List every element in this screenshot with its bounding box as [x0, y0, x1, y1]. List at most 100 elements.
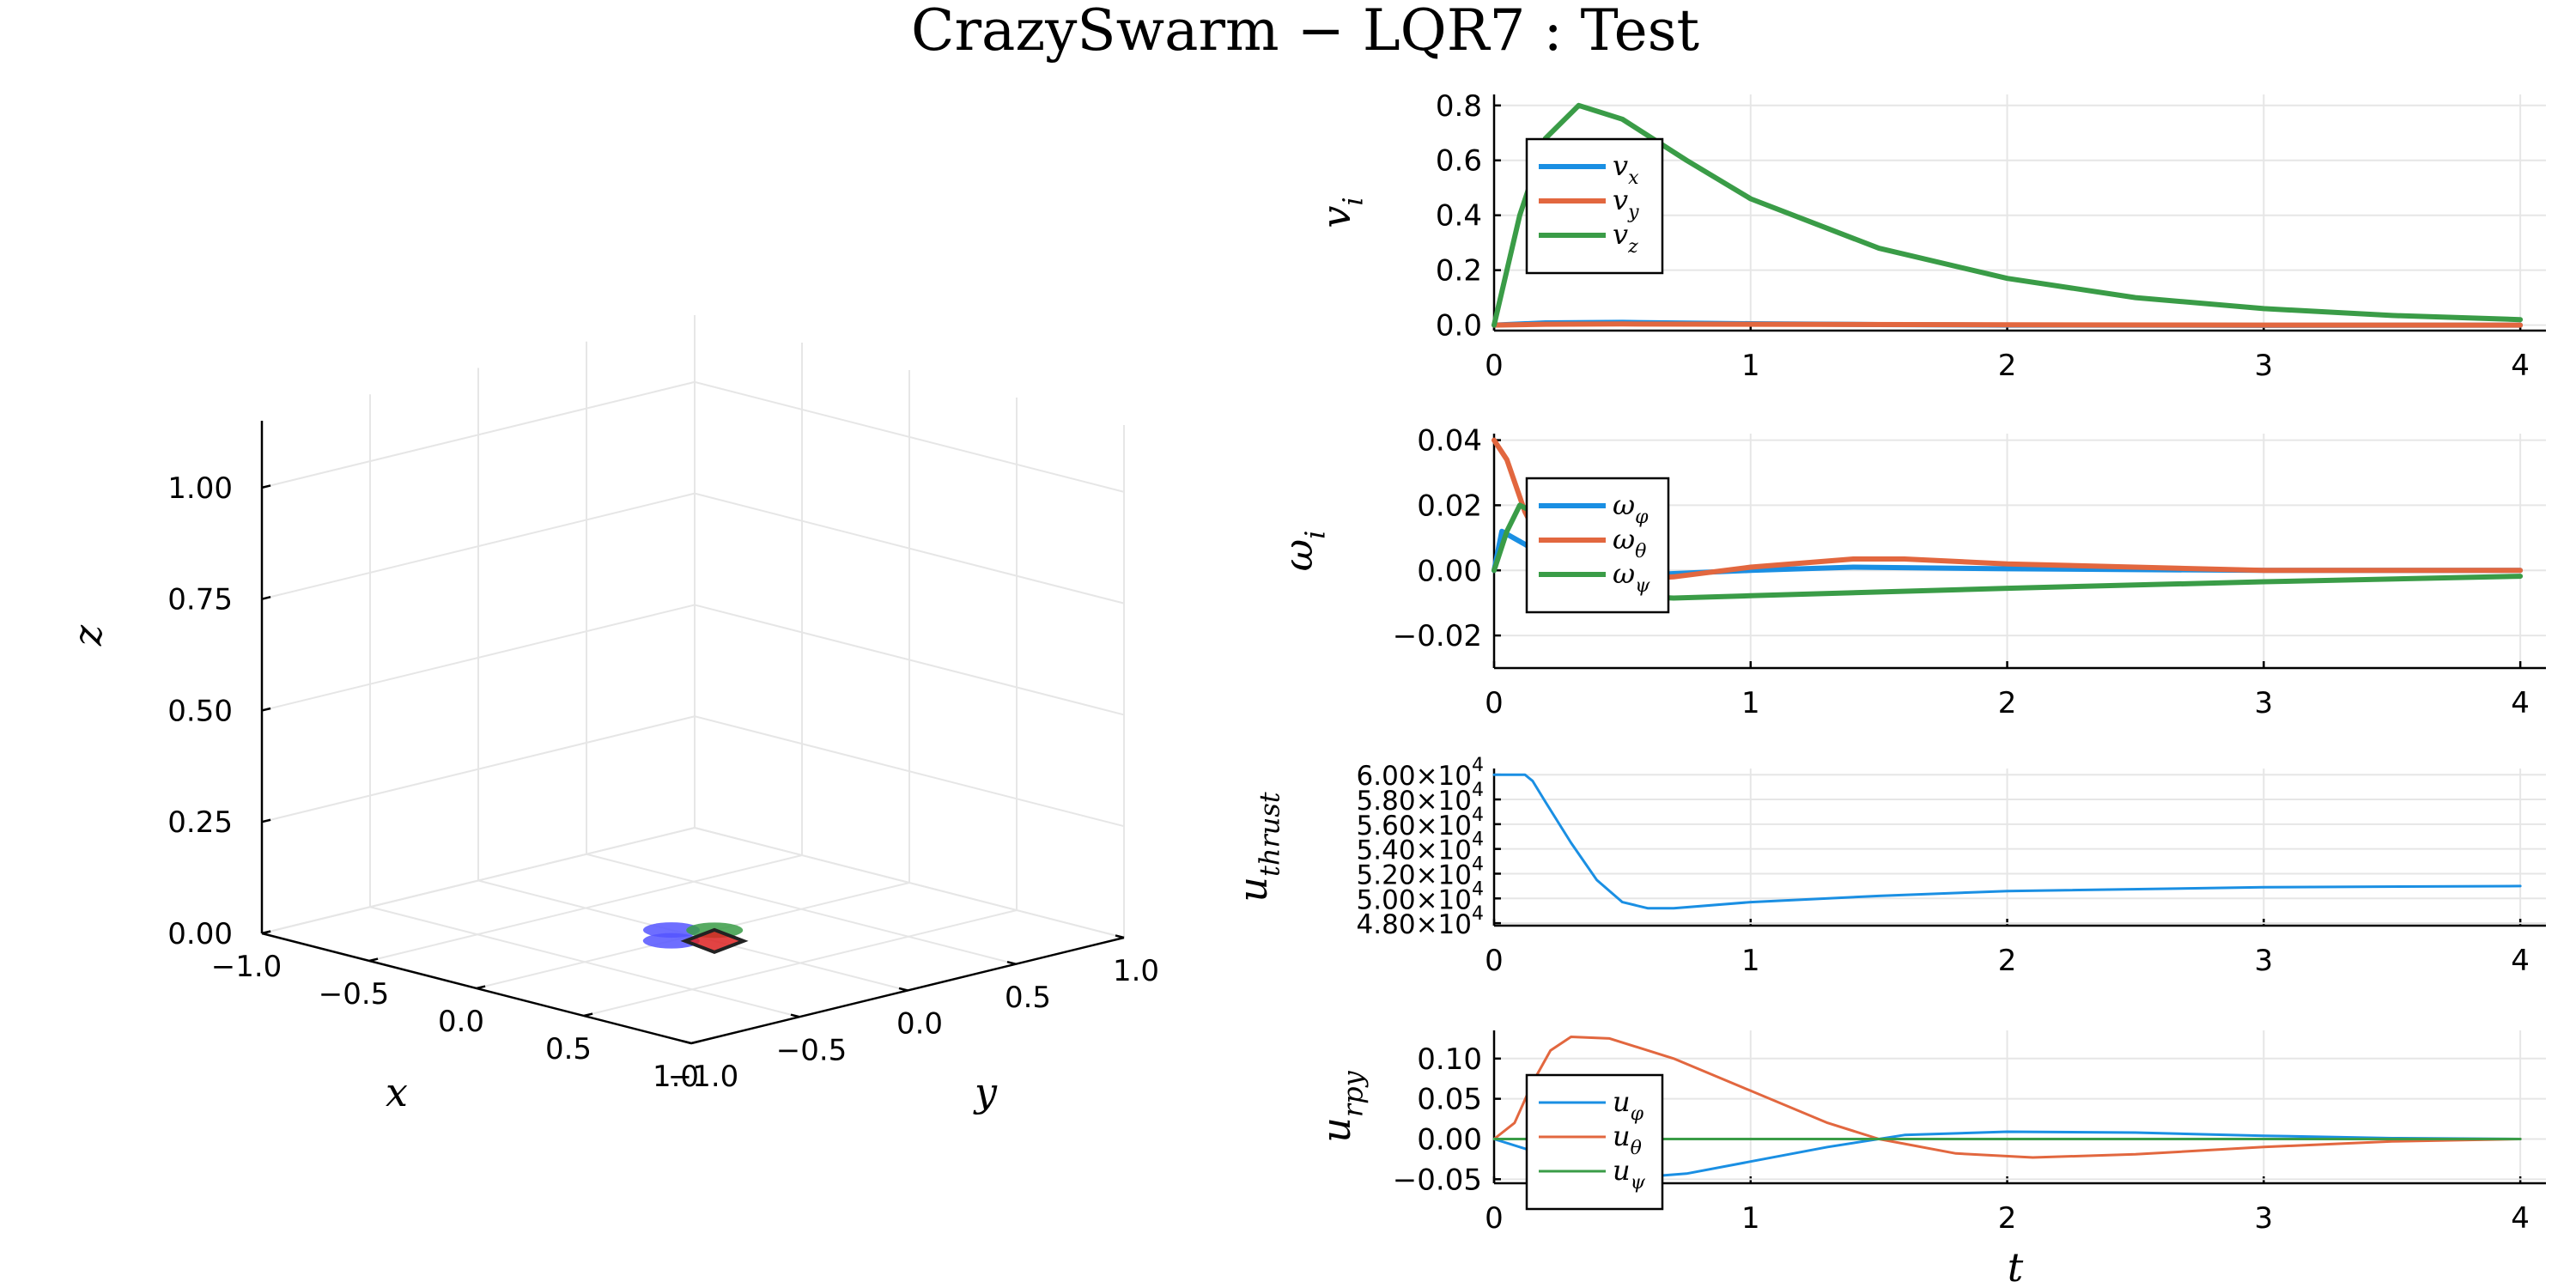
x-tick-label: 4 — [2511, 944, 2530, 978]
floor-gridline — [477, 879, 908, 992]
x-tick-label: 3 — [2255, 944, 2274, 978]
y-tick-label: 0.02 — [1417, 489, 1482, 523]
x-tick — [690, 1040, 701, 1045]
x-axis-label: t — [2008, 1244, 2024, 1288]
legend-box — [1525, 1073, 1664, 1211]
x-tick-label: 1 — [1741, 1201, 1760, 1236]
x-axis-label: x — [386, 1069, 408, 1115]
x-tick — [583, 1012, 593, 1018]
y-tick-label: 5.00×104 — [1357, 878, 1484, 915]
x-tick-label: 0 — [1485, 1201, 1504, 1236]
wall-gridline — [261, 827, 696, 934]
y-tick-label: 0.5 — [1005, 981, 1051, 1015]
y-tick-label: 0.6 — [1436, 144, 1482, 179]
legend-box — [1525, 137, 1664, 275]
figure-title: CrazySwarm − LQR7 : Test — [911, 0, 1699, 64]
rotor-disc — [642, 933, 700, 949]
x-tick-label: 3 — [2255, 349, 2274, 383]
x-tick-label: 3 — [2255, 686, 2274, 720]
y-tick — [1115, 934, 1125, 939]
z-tick — [261, 707, 271, 712]
y-tick-label: −0.02 — [1393, 619, 1482, 653]
legend-box — [1525, 477, 1670, 614]
x-tick-label: 1 — [1741, 349, 1760, 383]
y-tick-label: 4.80×104 — [1357, 903, 1484, 940]
wall-gridline — [261, 492, 696, 600]
x-tick — [368, 957, 379, 963]
x-tick-label: 0 — [1485, 349, 1504, 383]
y-axis-label: urpy — [1313, 1070, 1369, 1142]
y-tick-label: 0.10 — [1417, 1042, 1482, 1077]
x-tick-label: 0.5 — [545, 1032, 592, 1066]
y-tick-label: 5.20×104 — [1357, 854, 1484, 890]
wall-gridline — [694, 827, 1125, 939]
y-tick-label: 6.00×104 — [1357, 755, 1484, 792]
y-tick-label: 5.60×104 — [1357, 805, 1484, 841]
quadrotor-body — [680, 927, 749, 955]
x-tick-label: 3 — [2255, 1201, 2274, 1236]
z-tick — [261, 818, 271, 823]
legend-entry: uθ — [1613, 1120, 1642, 1159]
rotor-disc — [643, 922, 700, 939]
y-tick-label: −0.5 — [776, 1033, 848, 1067]
x-tick-label: 0 — [1485, 944, 1504, 978]
y-tick-label: −0.05 — [1393, 1163, 1482, 1197]
x-tick-label: 2 — [1998, 944, 2017, 978]
legend-entry: ωφ — [1613, 489, 1649, 528]
y-tick-label: 1.0 — [1113, 954, 1159, 988]
y-tick-label: 0.00 — [1417, 554, 1482, 588]
x-tick-label: 2 — [1998, 349, 2017, 383]
y-tick — [898, 987, 908, 992]
y-tick-label: −1.0 — [668, 1060, 739, 1094]
wall-gridline — [261, 380, 696, 489]
x-tick-label: 0.0 — [438, 1005, 484, 1039]
y-tick-label: 0.2 — [1436, 254, 1482, 289]
x-tick-label: 1 — [1741, 944, 1760, 978]
legend-entry: vz — [1613, 218, 1638, 258]
floor-gridline — [586, 853, 1017, 965]
x-tick-label: 4 — [2511, 349, 2530, 383]
x-tick-label: 1 — [1741, 686, 1760, 720]
series-line-vel-y — [1492, 321, 2524, 328]
z-tick — [261, 484, 271, 489]
z-tick-label: 1.00 — [167, 471, 233, 506]
z-tick — [261, 930, 271, 935]
legend-entry: vx — [1613, 149, 1639, 189]
y-tick-label: 0.04 — [1417, 424, 1482, 459]
wall-gridline — [694, 380, 1125, 493]
y-tick-label: 0.4 — [1436, 199, 1482, 234]
y-tick — [682, 1040, 692, 1045]
wall-gridline — [694, 492, 1125, 605]
y-tick-label: 0.0 — [1436, 309, 1482, 343]
series-line-rpy-θ — [1492, 1036, 2522, 1159]
panel-thrust: 0 1 2 3 4 4.80×1045.00×1045.20×1045.40×1045.6… — [1230, 755, 2546, 978]
y-tick-label: 5.40×104 — [1357, 829, 1484, 866]
x-tick-label: −1.0 — [211, 950, 283, 984]
y-tick-label: 0.00 — [1417, 1122, 1482, 1157]
legend-entry: uψ — [1613, 1154, 1646, 1194]
legend-entry: uφ — [1613, 1085, 1644, 1125]
wall-gridline — [694, 604, 1125, 716]
z-tick-label: 0.75 — [167, 583, 233, 617]
x-tick-label: −0.5 — [319, 977, 390, 1012]
floor-gridline — [583, 909, 1018, 1017]
series-line-omega-φ — [1492, 528, 2524, 580]
x-tick-label: 4 — [2511, 686, 2530, 720]
x-tick-label: 2 — [1998, 1201, 2017, 1236]
wall-gridline — [694, 715, 1125, 828]
legend-entry: vy — [1613, 184, 1639, 223]
legend-entry: ωψ — [1613, 557, 1650, 597]
z-tick-label: 0.25 — [167, 805, 233, 840]
wall-gridline — [261, 604, 696, 712]
x-tick-label: 4 — [2511, 1201, 2530, 1236]
legend-entry: ωθ — [1613, 523, 1646, 562]
series-line-thrust-u_thrust — [1492, 773, 2522, 910]
x-tick-label: 2 — [1998, 686, 2017, 720]
